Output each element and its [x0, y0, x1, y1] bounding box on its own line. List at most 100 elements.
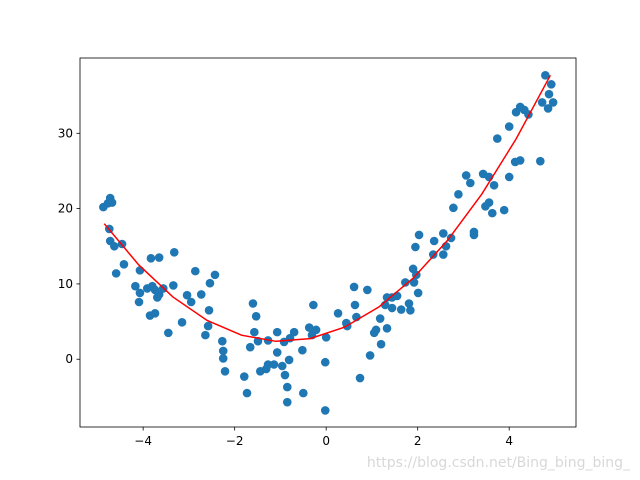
point — [282, 397, 292, 407]
point — [135, 266, 145, 275]
point — [454, 190, 463, 199]
point — [153, 293, 162, 302]
point — [164, 328, 173, 338]
point — [182, 290, 192, 300]
point — [375, 314, 385, 323]
point — [304, 323, 314, 332]
point — [404, 299, 414, 308]
point — [515, 156, 525, 165]
point — [248, 299, 258, 308]
point — [210, 270, 220, 280]
x-tick-label: 2 — [414, 434, 422, 448]
point — [263, 360, 273, 369]
point — [333, 308, 343, 318]
point — [504, 172, 514, 182]
point — [131, 281, 140, 291]
point — [177, 318, 187, 327]
point — [250, 327, 259, 337]
point — [536, 156, 545, 166]
point — [429, 236, 439, 246]
point — [218, 336, 227, 346]
point — [350, 300, 360, 310]
point — [284, 355, 294, 365]
watermark: https://blog.csdn.net/Bing_bing_bing_ — [367, 455, 631, 471]
point — [382, 324, 392, 333]
point — [311, 325, 321, 335]
point — [289, 327, 299, 337]
point — [392, 291, 402, 301]
point — [544, 89, 554, 99]
point — [363, 285, 372, 295]
point — [411, 242, 420, 252]
point — [280, 370, 290, 380]
point — [107, 198, 117, 207]
point — [218, 346, 228, 356]
y-tick-label: 0 — [65, 352, 73, 366]
point — [242, 388, 252, 398]
point — [487, 208, 497, 218]
point — [543, 104, 553, 113]
point — [492, 134, 502, 143]
point — [365, 351, 375, 360]
point — [204, 305, 214, 315]
point — [469, 227, 479, 237]
point — [298, 388, 308, 398]
point — [321, 333, 331, 342]
point — [449, 203, 458, 213]
point — [169, 281, 178, 290]
point — [541, 71, 550, 80]
x-tick-label: −4 — [134, 434, 152, 448]
point — [111, 269, 121, 278]
point — [154, 253, 164, 262]
point — [251, 312, 261, 321]
point — [446, 233, 456, 243]
x-tick-label: −2 — [226, 434, 244, 448]
point — [146, 254, 156, 263]
x-tick-label: 0 — [322, 434, 330, 448]
point — [186, 297, 196, 307]
y-tick-label: 20 — [58, 202, 73, 216]
point — [484, 198, 494, 207]
point — [439, 229, 448, 238]
point — [546, 80, 556, 89]
point — [218, 354, 228, 363]
point — [428, 250, 438, 259]
point — [277, 361, 287, 371]
point — [461, 171, 471, 180]
point — [269, 360, 279, 369]
point — [414, 230, 424, 240]
point — [413, 288, 423, 298]
point — [272, 327, 282, 337]
point — [504, 122, 514, 131]
point — [150, 308, 160, 318]
point — [466, 178, 475, 188]
x-tick-label: 4 — [505, 434, 513, 448]
point — [196, 290, 206, 299]
point — [220, 366, 230, 376]
point — [439, 250, 448, 259]
point — [203, 321, 213, 331]
point — [406, 305, 415, 315]
point — [205, 278, 215, 288]
plot-frame — [79, 57, 577, 428]
point — [371, 325, 381, 335]
point — [387, 303, 397, 313]
point — [320, 357, 330, 367]
point — [282, 382, 292, 392]
point — [245, 342, 255, 352]
y-tick-label: 30 — [58, 126, 73, 140]
y-tick-label: 10 — [58, 277, 73, 291]
point — [396, 305, 406, 314]
point — [320, 406, 330, 415]
point — [409, 278, 419, 287]
point — [355, 373, 365, 383]
point — [239, 372, 249, 381]
point — [499, 205, 509, 215]
point — [110, 241, 119, 251]
point — [349, 282, 359, 292]
fit-line — [103, 74, 552, 343]
point — [298, 345, 307, 355]
point — [309, 300, 318, 310]
point — [272, 348, 282, 357]
